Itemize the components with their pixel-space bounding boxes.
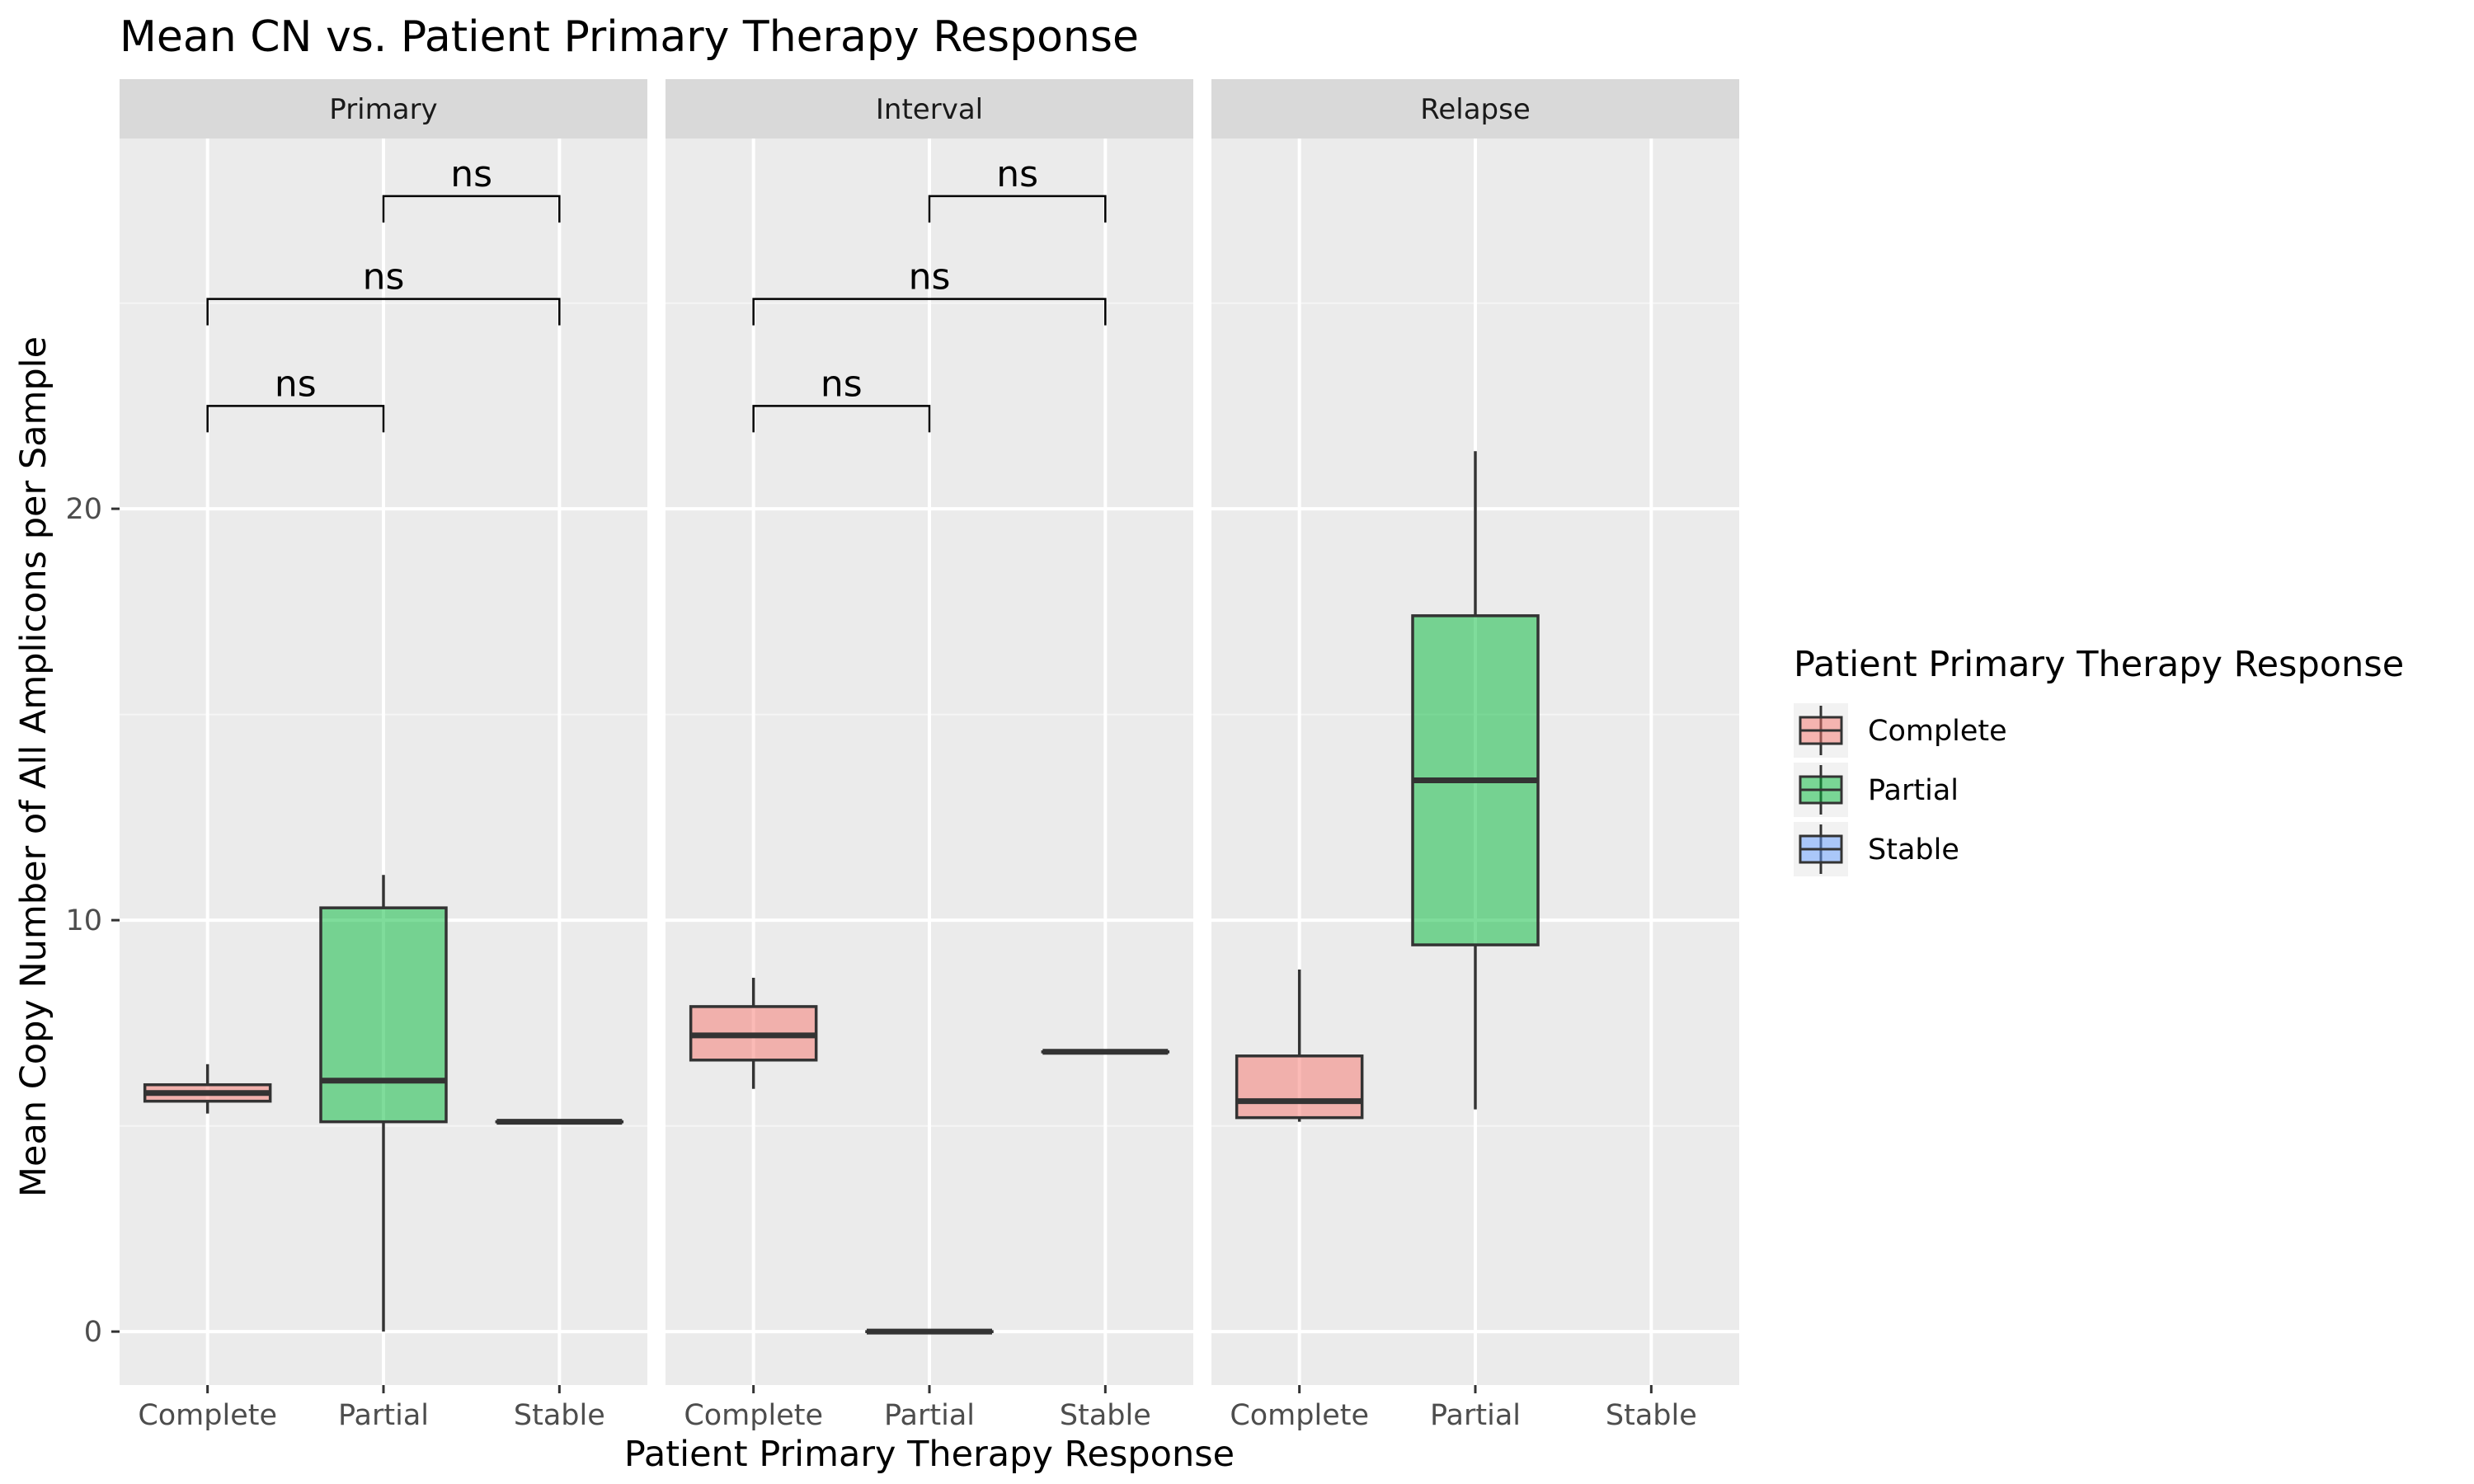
box-complete: [1235, 970, 1364, 1122]
bracket-line: [206, 405, 385, 433]
facet-strip: [1211, 79, 1739, 139]
facet-panel-relapse: Relapse Complete Partial Stable: [1211, 79, 1739, 1432]
bracket-line: [752, 405, 931, 433]
significance-bracket: ns: [928, 153, 1107, 223]
bracket-line: [382, 195, 561, 223]
significance-label: ns: [821, 363, 863, 405]
box-complete: [143, 1064, 272, 1114]
box-partial: [319, 875, 448, 1332]
legend-entry-stable: Stable: [1794, 822, 1959, 876]
facet-panel-interval: Interval ns ns ns Complete Partial Stable: [666, 79, 1193, 1432]
x-tick-label: Partial: [338, 1399, 429, 1432]
box-complete: [689, 977, 818, 1089]
significance-bracket: ns: [752, 363, 931, 433]
x-tick-label: Complete: [138, 1399, 277, 1432]
legend: Patient Primary Therapy Response Complet…: [1794, 644, 2404, 876]
facet-strip-label: Interval: [876, 93, 983, 126]
y-tick-label: 20: [65, 493, 102, 526]
x-tick-label: Stable: [1060, 1399, 1151, 1432]
significance-label: ns: [363, 256, 405, 298]
facet-strip-label: Relapse: [1420, 93, 1531, 126]
x-tick-label: Partial: [884, 1399, 975, 1432]
significance-bracket: ns: [206, 256, 561, 326]
facet-strip-label: Primary: [329, 93, 437, 126]
significance-bracket: ns: [206, 363, 385, 433]
legend-entry-complete: Complete: [1794, 703, 2007, 758]
y-axis-title: Mean Copy Number of All Amplicons per Sa…: [13, 336, 54, 1197]
chart-title: Mean CN vs. Patient Primary Therapy Resp…: [120, 12, 1139, 62]
significance-label: ns: [275, 363, 317, 405]
bracket-line: [206, 298, 561, 326]
x-tick-label: Complete: [1230, 1399, 1369, 1432]
legend-title: Patient Primary Therapy Response: [1794, 644, 2404, 685]
y-axis: 0 10 20: [65, 493, 120, 1349]
significance-bracket: ns: [382, 153, 561, 223]
significance-label: ns: [909, 256, 951, 298]
facet-panel-primary: Primary ns ns ns Complete Partial Stable: [120, 79, 647, 1432]
y-tick-label: 0: [84, 1316, 102, 1349]
x-axis-title: Patient Primary Therapy Response: [624, 1434, 1235, 1475]
y-tick-label: 10: [65, 904, 102, 937]
legend-label: Complete: [1868, 715, 2007, 748]
facet-strip: [120, 79, 647, 139]
x-tick-label: Stable: [1606, 1399, 1697, 1432]
bracket-line: [928, 195, 1107, 223]
significance-bracket: ns: [752, 256, 1107, 326]
x-tick-label: Stable: [514, 1399, 605, 1432]
legend-entry-partial: Partial: [1794, 763, 1959, 817]
box-body: [1235, 1054, 1364, 1120]
legend-label: Partial: [1868, 774, 1959, 807]
box-body: [319, 906, 448, 1124]
x-tick-label: Complete: [684, 1399, 823, 1432]
facet-strip: [666, 79, 1193, 139]
x-tick-label: Partial: [1430, 1399, 1521, 1432]
bracket-line: [752, 298, 1107, 326]
significance-label: ns: [996, 153, 1038, 195]
box-partial: [1411, 451, 1540, 1110]
legend-label: Stable: [1868, 834, 1959, 866]
significance-label: ns: [450, 153, 492, 195]
